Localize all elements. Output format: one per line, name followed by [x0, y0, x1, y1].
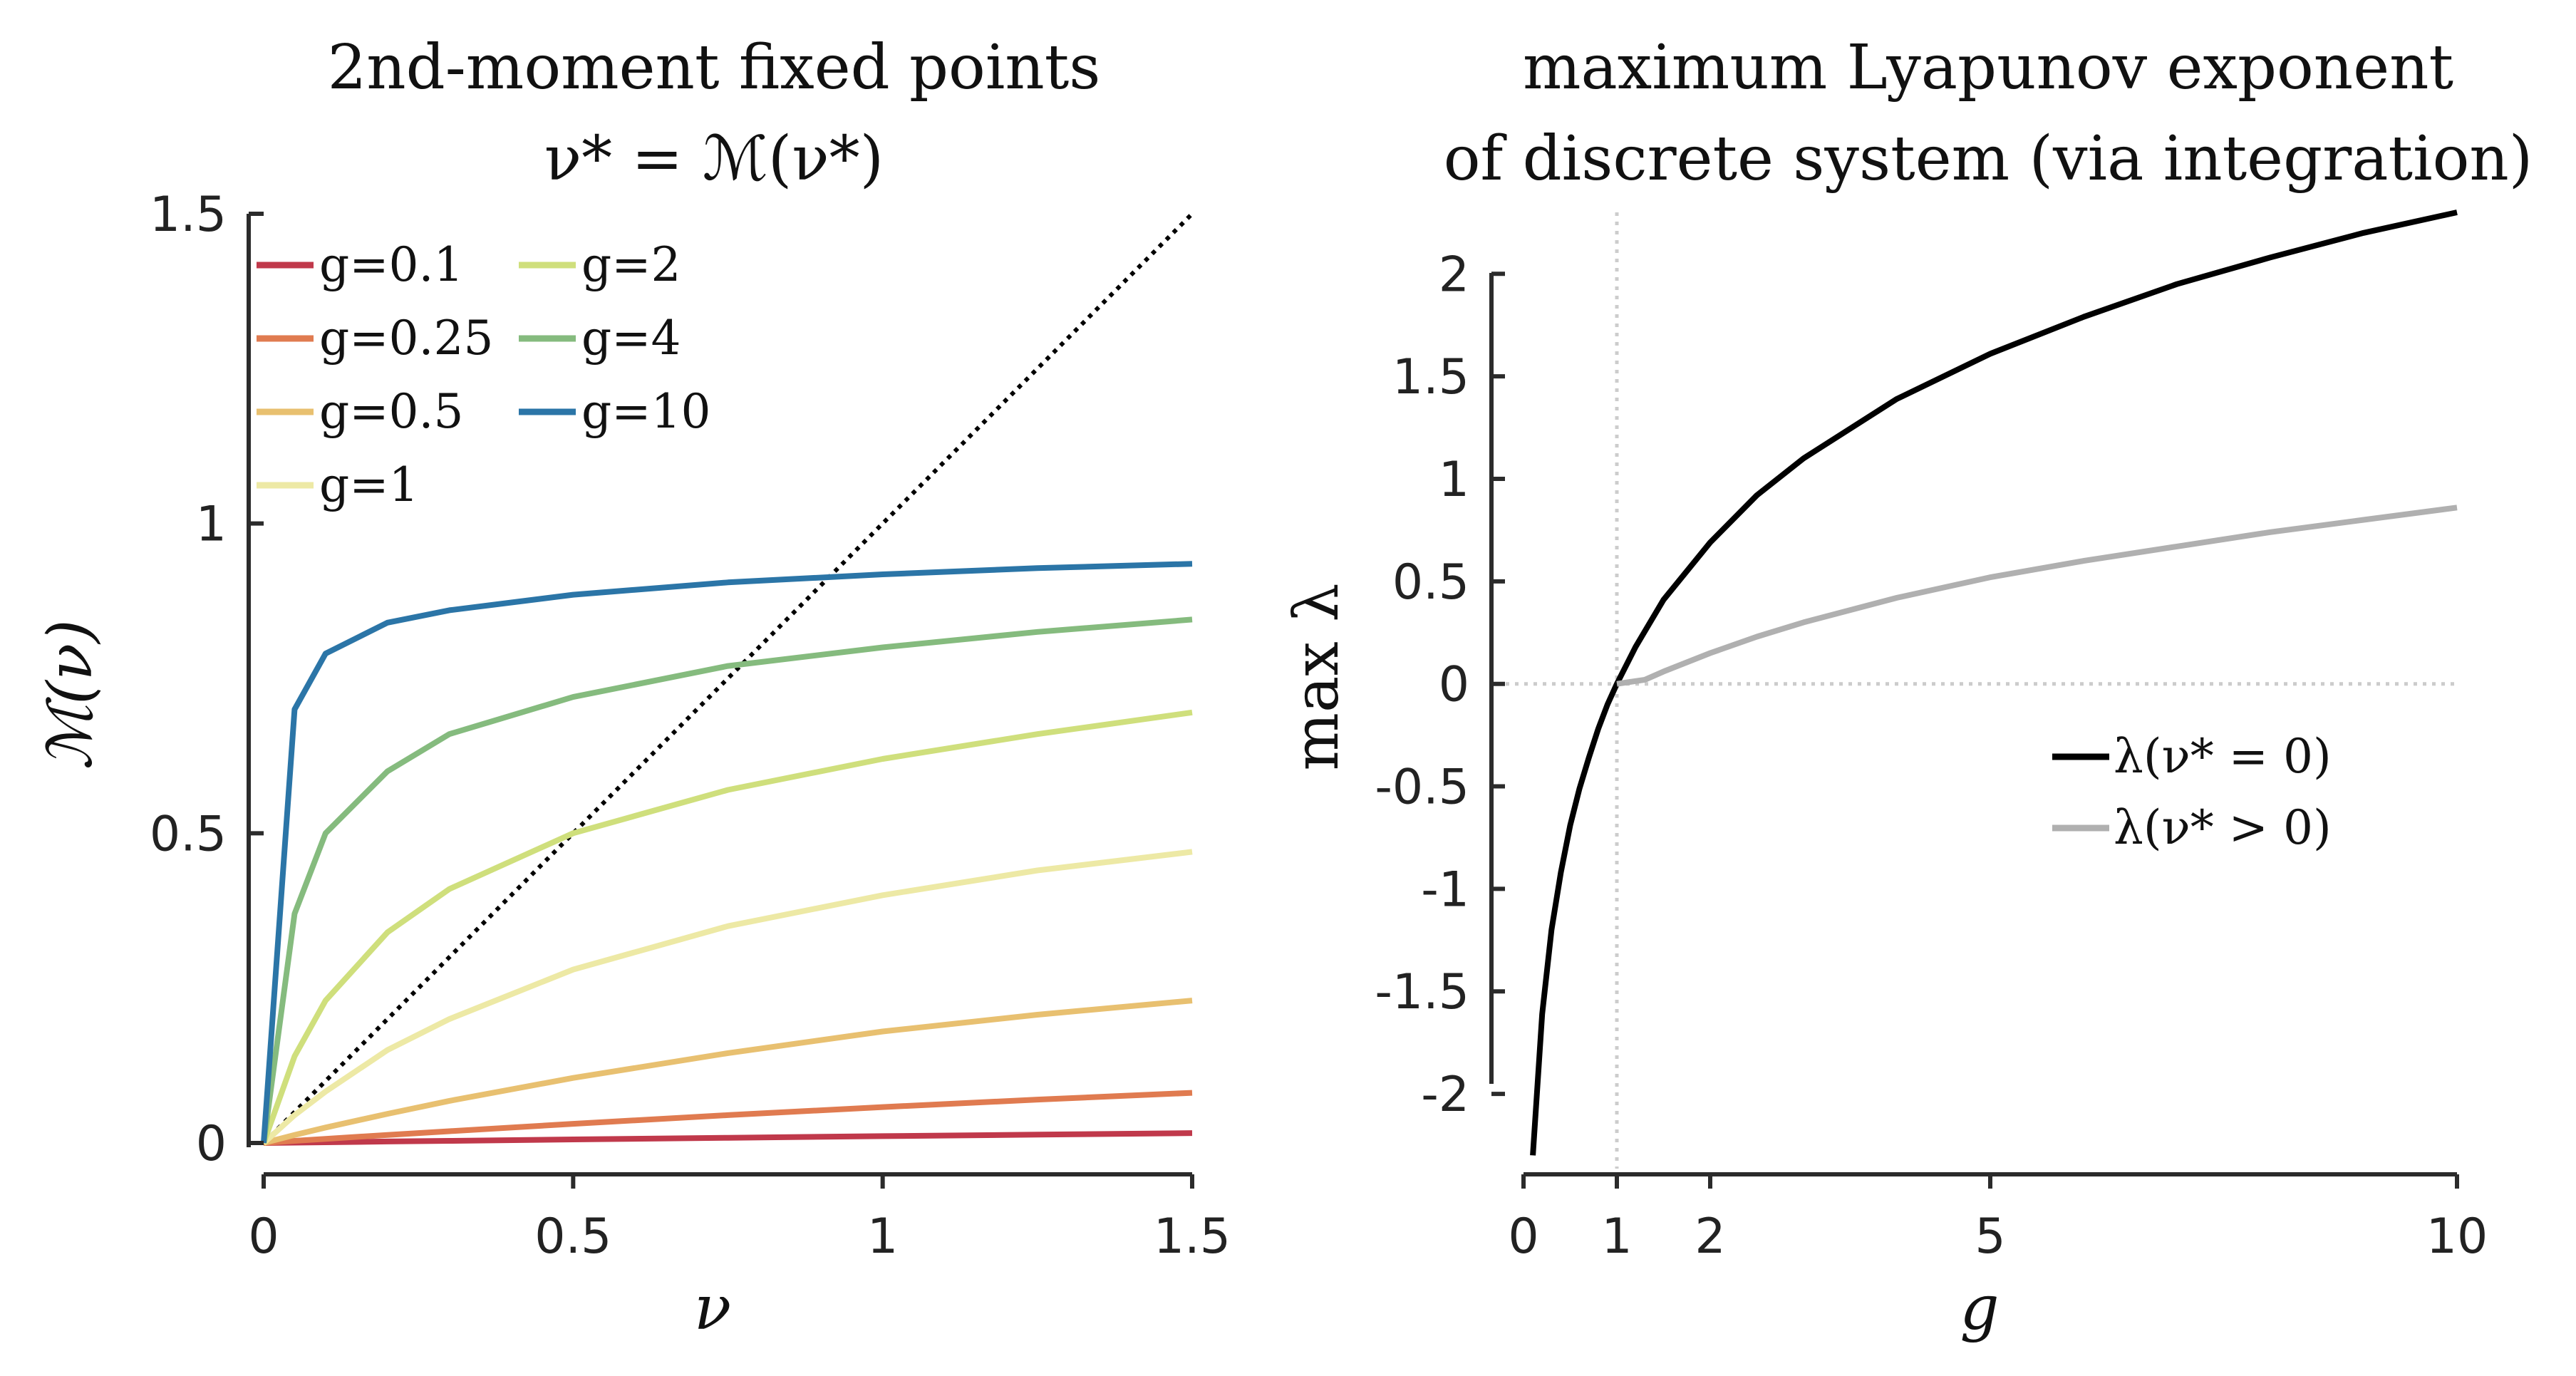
y-tick-label: 0	[196, 1116, 227, 1172]
lambda-zero-line	[1530, 209, 2458, 1156]
right-x-ticks: 0 1 2 5 10	[1508, 1174, 2488, 1265]
series-line-g-4	[261, 616, 1193, 1144]
right-panel: maximum Lyapunov exponent of discrete sy…	[1281, 32, 2533, 1344]
series-line-g-0-5	[262, 998, 1193, 1146]
y-tick-label: 1	[1439, 452, 1469, 508]
right-y-ticks: -2 -1.5 -1 -0.5 0 0.5 1 1.5 2	[1375, 247, 1505, 1123]
y-tick-label: -0.5	[1375, 760, 1469, 816]
series-line-g-10	[261, 561, 1193, 1144]
x-tick-label: 0	[1508, 1209, 1538, 1265]
y-tick-label: 0	[1439, 657, 1469, 713]
left-title-line1: 2nd-moment fixed points	[328, 32, 1101, 103]
left-y-axis-label: ℳ(ν)	[35, 619, 106, 770]
y-tick-label: 2	[1439, 247, 1469, 303]
right-title-line1: maximum Lyapunov exponent	[1523, 32, 2453, 103]
x-tick-label: 1.5	[1154, 1209, 1231, 1265]
right-series-group	[1530, 209, 2458, 1156]
left-x-axis-label: ν	[694, 1273, 731, 1344]
x-tick-label: 0.5	[534, 1209, 611, 1265]
y-tick-label: 0.5	[1392, 554, 1469, 611]
right-reference-lines	[1496, 212, 2457, 1169]
right-x-axis-label: g	[1960, 1273, 1999, 1344]
left-title-line2: ν* = ℳ(ν*)	[544, 123, 884, 195]
series-line-g-1	[262, 849, 1193, 1145]
series-line-g-2	[261, 709, 1193, 1144]
right-legend: λ(ν* = 0) λ(ν* > 0)	[2052, 729, 2332, 855]
x-tick-label: 0	[248, 1209, 279, 1265]
legend-label: g=1	[319, 457, 419, 512]
left-panel: 2nd-moment fixed points ν* = ℳ(ν*) 0 0.5 1…	[35, 32, 1231, 1344]
series-line-g-0-25	[263, 1090, 1193, 1146]
legend-label: g=4	[581, 311, 681, 366]
y-tick-label: 1	[196, 497, 227, 553]
x-tick-label: 1	[1601, 1209, 1632, 1265]
legend-label: g=0.1	[319, 237, 464, 292]
lambda-positive-line	[1616, 505, 2458, 687]
y-tick-label: -2	[1421, 1067, 1469, 1123]
left-x-ticks: 0 0.5 1 1.5	[248, 1174, 1231, 1265]
x-tick-label: 2	[1695, 1209, 1725, 1265]
left-legend: g=0.1 g=0.25 g=0.5 g=1 g=2 g=4 g=10	[257, 237, 711, 512]
legend-label: g=0.5	[319, 384, 464, 439]
x-tick-label: 1	[867, 1209, 898, 1265]
legend-label: λ(ν* = 0)	[2114, 729, 2332, 784]
right-title-line2: of discrete system (via integration)	[1444, 123, 2533, 195]
y-tick-label: -1.5	[1375, 964, 1469, 1020]
y-tick-label: 1.5	[150, 187, 227, 243]
x-tick-label: 10	[2426, 1209, 2488, 1265]
x-tick-label: 5	[1975, 1209, 2005, 1265]
left-y-ticks: 0 0.5 1 1.5	[150, 187, 264, 1172]
legend-label: g=0.25	[319, 311, 494, 366]
right-y-axis-label: max λ	[1281, 583, 1352, 770]
legend-label: g=2	[581, 237, 681, 292]
y-tick-label: 1.5	[1392, 349, 1469, 405]
y-tick-label: -1	[1421, 862, 1469, 918]
legend-label: g=10	[581, 384, 711, 439]
left-series-group	[261, 561, 1193, 1146]
y-tick-label: 0.5	[150, 806, 227, 862]
legend-label: λ(ν* > 0)	[2114, 800, 2332, 855]
